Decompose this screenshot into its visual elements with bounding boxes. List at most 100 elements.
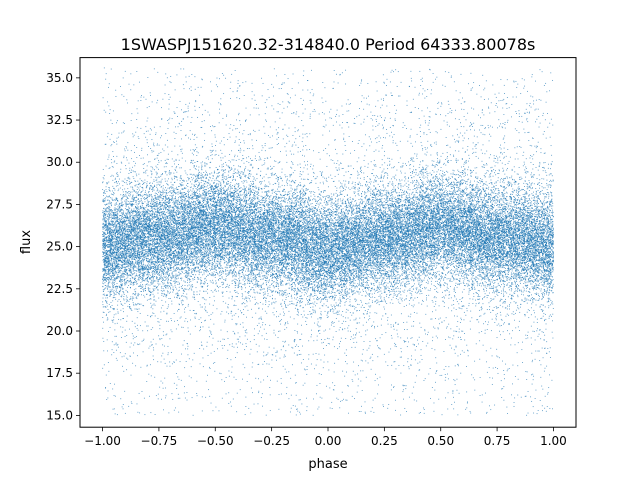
data-point — [160, 227, 162, 229]
data-point — [132, 133, 134, 135]
data-point — [388, 193, 390, 195]
data-point — [215, 206, 216, 208]
data-point — [407, 253, 408, 255]
data-point — [151, 151, 153, 153]
data-point — [502, 288, 504, 290]
data-point — [421, 174, 423, 176]
data-point — [317, 276, 319, 278]
data-point — [421, 188, 422, 190]
data-point — [104, 256, 106, 258]
data-point — [316, 335, 318, 337]
data-point — [132, 226, 134, 228]
data-point — [108, 202, 110, 204]
data-point — [552, 211, 554, 213]
data-point — [126, 147, 128, 149]
data-point — [239, 85, 241, 86]
data-point — [483, 289, 485, 291]
data-point — [161, 281, 162, 283]
data-point — [389, 163, 391, 165]
data-point — [271, 245, 273, 247]
data-point — [533, 278, 535, 280]
data-point — [292, 236, 294, 238]
data-point — [271, 367, 273, 368]
data-point — [203, 172, 205, 173]
data-point — [135, 184, 137, 186]
data-point — [256, 220, 258, 221]
data-point — [534, 339, 536, 341]
data-point — [227, 174, 229, 176]
data-point — [209, 262, 211, 264]
data-point — [163, 217, 165, 219]
data-point — [161, 268, 163, 270]
data-point — [424, 262, 426, 264]
data-point — [245, 119, 247, 121]
data-point — [279, 177, 281, 179]
data-point — [527, 337, 529, 339]
data-point — [140, 180, 142, 182]
data-point — [416, 246, 418, 248]
data-point — [522, 240, 524, 242]
data-point — [397, 226, 399, 228]
data-point — [465, 314, 467, 316]
data-point — [268, 363, 270, 365]
data-point — [420, 191, 422, 193]
data-point — [369, 243, 371, 245]
data-point — [497, 180, 499, 182]
data-point — [192, 198, 193, 200]
data-point — [331, 204, 333, 206]
data-point — [372, 221, 374, 223]
data-point — [527, 90, 528, 92]
data-point — [475, 266, 477, 268]
data-point — [317, 325, 319, 326]
data-point — [494, 261, 495, 263]
data-point — [521, 291, 522, 293]
data-point — [301, 213, 303, 215]
data-point — [399, 224, 401, 226]
data-point — [176, 165, 178, 167]
data-point — [362, 349, 364, 351]
data-point — [264, 150, 266, 152]
data-point — [534, 316, 536, 318]
data-point — [371, 265, 373, 267]
scatter-points — [102, 67, 554, 416]
data-point — [498, 244, 500, 246]
data-point — [190, 149, 192, 151]
data-point — [341, 240, 343, 242]
data-point — [253, 209, 255, 211]
data-point — [514, 397, 516, 399]
data-point — [162, 185, 164, 187]
data-point — [470, 72, 472, 74]
data-point — [115, 289, 117, 291]
data-point — [219, 227, 221, 229]
data-point — [245, 234, 247, 236]
data-point — [361, 199, 363, 201]
data-point — [265, 233, 267, 234]
data-point — [426, 171, 428, 173]
data-point — [466, 391, 468, 393]
data-point — [251, 201, 253, 202]
data-point — [400, 222, 402, 224]
data-point — [143, 96, 145, 98]
data-point — [501, 248, 503, 250]
data-point — [433, 160, 435, 162]
data-point — [343, 190, 344, 192]
data-point — [186, 392, 188, 393]
data-point — [282, 229, 284, 231]
data-point — [276, 213, 278, 215]
data-point — [407, 201, 408, 203]
data-point — [540, 152, 542, 154]
data-point — [384, 258, 386, 260]
data-point — [516, 242, 518, 244]
data-point — [302, 125, 304, 127]
data-point — [187, 271, 189, 273]
data-point — [199, 290, 201, 292]
data-point — [147, 265, 149, 267]
data-point — [365, 236, 367, 238]
data-point — [528, 212, 530, 214]
data-point — [150, 302, 152, 304]
data-point — [545, 328, 547, 330]
data-point — [297, 195, 299, 197]
data-point — [499, 156, 501, 158]
data-point — [425, 176, 427, 178]
data-point — [370, 205, 372, 207]
